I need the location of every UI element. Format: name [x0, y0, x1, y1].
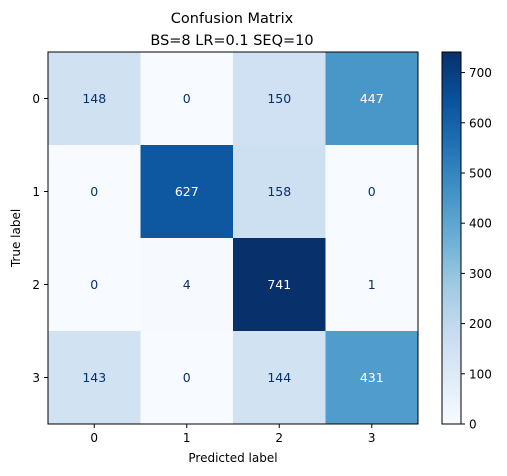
cell-value-label: 0	[183, 370, 191, 385]
heatmap-cell	[140, 331, 234, 425]
heatmap-cell	[325, 145, 419, 239]
heatmap-cell	[48, 331, 141, 425]
heatmap-cells: 148 0 150 447 0 627 158 0 0 4 741 1 143 0 144 431	[48, 52, 419, 425]
cell-value-label: 627	[175, 184, 199, 199]
x-tick-label: 0	[90, 431, 98, 445]
heatmap-cell	[48, 145, 141, 239]
chart-title-line2: BS=8 LR=0.1 SEQ=10	[150, 33, 313, 49]
colorbar-ticks: 0 100 200 300 400 500 600 700	[461, 66, 492, 432]
x-tick-label: 2	[275, 431, 283, 445]
cell-value-label: 148	[82, 91, 106, 106]
heatmap-cell	[48, 238, 141, 332]
y-tick-label: 0	[32, 92, 40, 106]
cell-value-label: 431	[360, 370, 384, 385]
colorbar-tick-label: 400	[469, 217, 492, 231]
heatmap-cell	[325, 331, 419, 425]
x-tick-label: 3	[368, 431, 376, 445]
cell-value-label: 143	[82, 370, 106, 385]
heatmap-cell	[233, 145, 326, 239]
cell-value-label: 4	[183, 277, 191, 292]
cell-value-label: 0	[90, 277, 98, 292]
cell-value-label: 0	[90, 184, 98, 199]
heatmap-cell	[233, 238, 326, 332]
heatmap-cell	[48, 52, 141, 146]
heatmap-cell	[325, 52, 419, 146]
cell-value-label: 0	[368, 184, 376, 199]
heatmap-cell	[140, 238, 234, 332]
colorbar-tick-label: 500	[469, 166, 492, 180]
x-tick-label: 1	[183, 431, 191, 445]
colorbar-tick-label: 700	[469, 66, 492, 80]
cell-value-label: 158	[267, 184, 291, 199]
colorbar	[441, 51, 462, 425]
y-axis-ticks: 0 1 2 3	[32, 92, 48, 385]
colorbar-tick-label: 200	[469, 317, 492, 331]
plot-frame	[47, 51, 419, 425]
cell-value-label: 150	[267, 91, 291, 106]
heatmap-cell	[325, 238, 419, 332]
heatmap-cell	[233, 52, 326, 146]
y-tick-label: 1	[32, 185, 40, 199]
cell-value-label: 447	[360, 91, 384, 106]
heatmap-cell	[140, 145, 234, 239]
x-axis-label: Predicted label	[188, 451, 277, 465]
y-tick-label: 3	[32, 371, 40, 385]
cell-value-label: 1	[368, 277, 376, 292]
colorbar-tick-label: 600	[469, 116, 492, 130]
y-axis-label: True label	[9, 209, 23, 268]
heatmap-cell	[233, 331, 326, 425]
colorbar-tick-label: 100	[469, 367, 492, 381]
heatmap-cell	[140, 52, 234, 146]
colorbar-tick-label: 0	[469, 418, 477, 432]
x-axis-ticks: 0 1 2 3	[90, 424, 376, 445]
cell-value-label: 741	[267, 277, 291, 292]
cell-value-label: 144	[267, 370, 291, 385]
y-tick-label: 2	[32, 278, 40, 292]
colorbar-tick-label: 300	[469, 267, 492, 281]
cell-value-label: 0	[183, 91, 191, 106]
chart-title-line1: Confusion Matrix	[171, 11, 294, 27]
